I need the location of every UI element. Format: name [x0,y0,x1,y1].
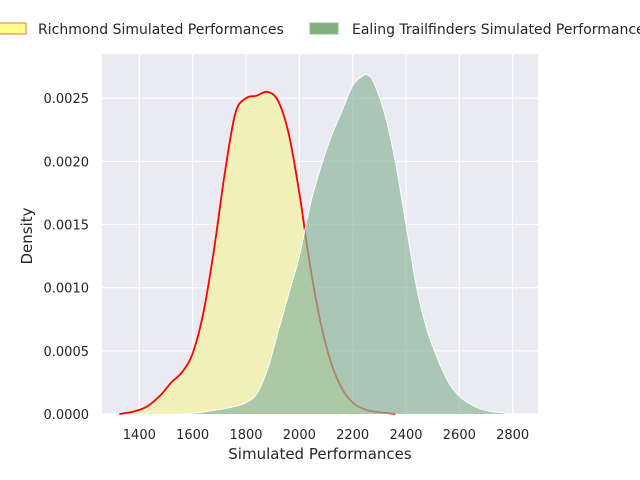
x-tick-label: 2400 [389,428,422,443]
legend-swatch-0 [0,22,27,35]
y-tick-label: 0.0005 [44,345,90,360]
y-tick-label: 0.0000 [44,408,90,423]
x-tick-label: 2200 [336,428,369,443]
series-1-area [182,74,524,415]
y-tick-label: 0.0015 [44,219,90,234]
y-axis-label: Density [18,207,36,264]
legend-swatch-1 [309,22,339,35]
x-tick-label: 2800 [496,428,529,443]
y-tick-label: 0.0020 [44,155,90,170]
legend-label-0: Richmond Simulated Performances [38,22,284,38]
y-tick-label: 0.0025 [44,92,90,107]
x-tick-label: 2000 [283,428,316,443]
x-tick-label: 1800 [229,428,262,443]
series-1-line [181,73,524,415]
x-axis-label: Simulated Performances [228,445,412,463]
y-tick-label: 0.0010 [44,282,90,297]
x-tick-label: 2600 [443,428,476,443]
x-tick-label: 1600 [176,428,209,443]
legend-label-1: Ealing Trailfinders Simulated Performanc… [352,22,640,38]
series-0-area [119,91,396,414]
x-tick-label: 1400 [123,428,156,443]
